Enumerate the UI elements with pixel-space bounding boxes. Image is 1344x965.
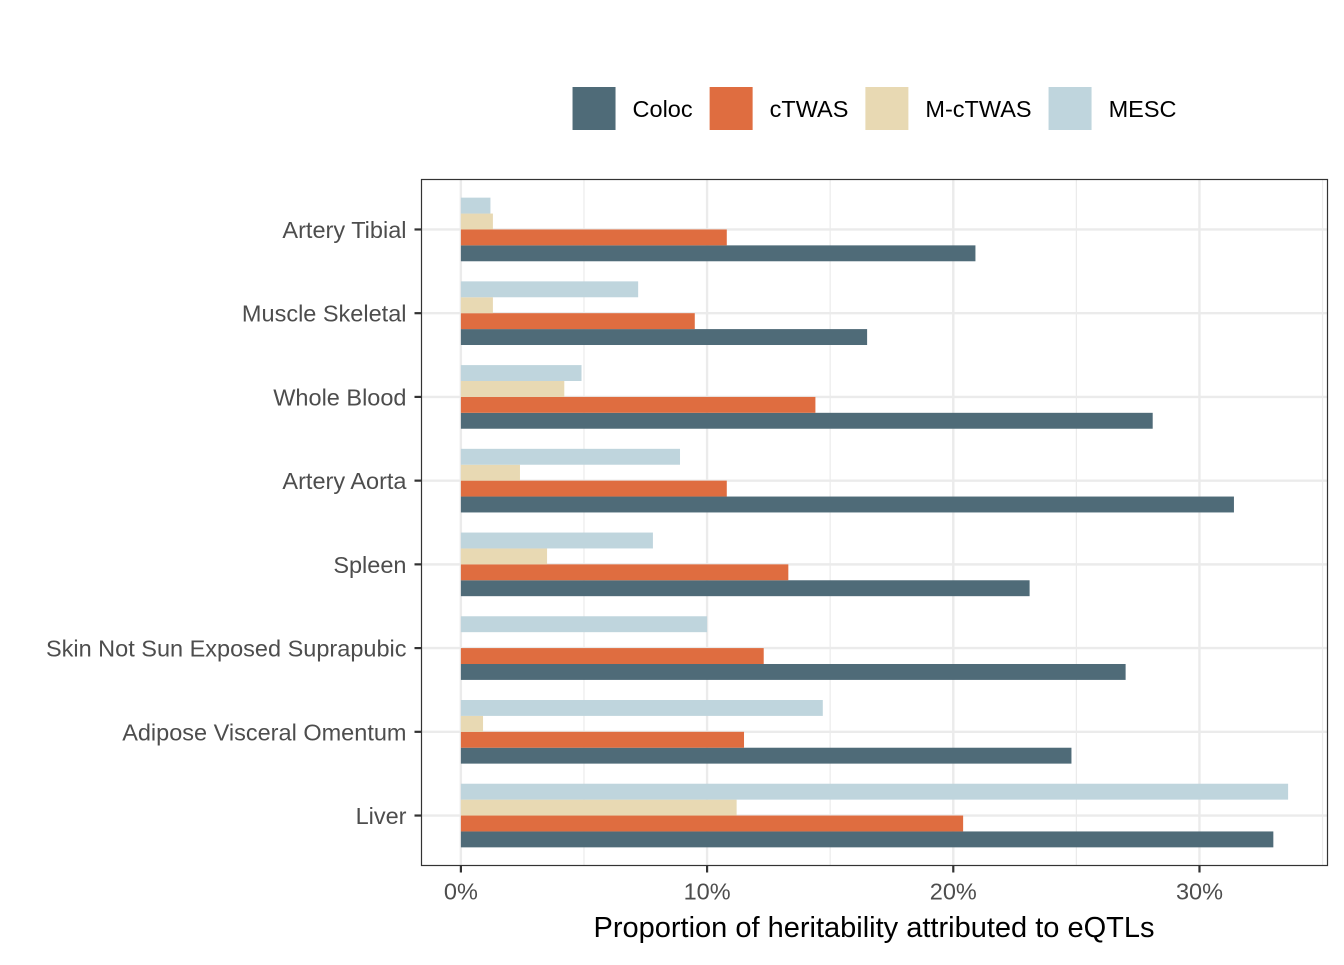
x-tick-label: 30%: [1176, 879, 1223, 905]
legend-label-coloc: Coloc: [633, 96, 693, 122]
bar-coloc-whole-blood: [460, 412, 1153, 429]
bar-mesc-artery-aorta: [460, 448, 681, 465]
bar-mesc-liver: [460, 783, 1289, 800]
bar-coloc-liver: [460, 831, 1274, 848]
legend-key-mesc: [1048, 87, 1092, 130]
bar-mesc-whole-blood: [460, 365, 582, 382]
legend-key-ctwas: [709, 87, 753, 130]
bar-ctwas-whole-blood: [460, 396, 816, 413]
x-axis-title: Proportion of heritability attributed to…: [594, 912, 1155, 944]
legend-key-coloc: [572, 87, 616, 130]
bar-m-ctwas-whole-blood: [460, 381, 565, 397]
y-tick-label: Muscle Skeletal: [242, 301, 407, 327]
bar-mesc-artery-tibial: [460, 197, 491, 214]
bar-ctwas-spleen: [460, 564, 789, 581]
y-axis: Artery Tibial Muscle Skeletal Whole Blood A…: [46, 217, 422, 829]
bar-mesc-muscle-skeletal: [460, 281, 639, 298]
bar-coloc-adipose-visceral-omentum: [460, 747, 1072, 764]
y-tick-label: Whole Blood: [273, 384, 406, 410]
y-tick-label: Adipose Visceral Omentum: [122, 719, 406, 745]
y-tick-label: Liver: [356, 803, 407, 829]
bar-m-ctwas-spleen: [460, 548, 548, 565]
x-tick-label: 10%: [684, 879, 731, 905]
plot-border: [420, 178, 1329, 867]
bar-m-ctwas-muscle-skeletal: [460, 297, 493, 314]
bar-coloc-artery-aorta: [460, 496, 1234, 513]
bar-coloc-skin-not-sun-exposed-suprapubic: [460, 663, 1126, 680]
bar-ctwas-muscle-skeletal: [460, 313, 695, 330]
legend-label-mesc: MESC: [1109, 96, 1177, 122]
bar-mesc-adipose-visceral-omentum: [460, 699, 823, 716]
bar-m-ctwas-artery-aorta: [460, 464, 520, 481]
bar-coloc-spleen: [460, 580, 1030, 597]
bars: [460, 197, 1289, 848]
x-tick-label: 20%: [930, 879, 977, 905]
y-tick-label: Spleen: [333, 552, 406, 578]
bar-coloc-artery-tibial: [460, 245, 976, 262]
legend: Coloc cTWAS M-cTWAS MESC: [572, 87, 1177, 130]
bar-mesc-spleen: [460, 532, 653, 549]
y-tick-label: Skin Not Sun Exposed Suprapubic: [46, 636, 407, 662]
bar-ctwas-liver: [460, 815, 964, 832]
bar-ctwas-adipose-visceral-omentum: [460, 731, 745, 748]
bar-m-ctwas-adipose-visceral-omentum: [460, 715, 484, 732]
y-tick-label: Artery Aorta: [282, 468, 407, 494]
bar-ctwas-artery-tibial: [460, 229, 727, 246]
bar-ctwas-skin-not-sun-exposed-suprapubic: [460, 648, 764, 664]
x-axis: 0% 10% 20% 30%: [444, 865, 1223, 905]
bar-coloc-muscle-skeletal: [460, 329, 868, 346]
legend-key-m-ctwas: [865, 87, 909, 130]
legend-label-ctwas: cTWAS: [770, 96, 849, 122]
legend-label-m-ctwas: M-cTWAS: [925, 96, 1031, 122]
bar-mesc-skin-not-sun-exposed-suprapubic: [460, 616, 708, 633]
y-tick-label: Artery Tibial: [282, 217, 406, 243]
x-tick-label: 0%: [444, 879, 478, 905]
bar-ctwas-artery-aorta: [460, 480, 727, 497]
bar-m-ctwas-liver: [460, 799, 737, 816]
bar-m-ctwas-artery-tibial: [460, 213, 493, 230]
